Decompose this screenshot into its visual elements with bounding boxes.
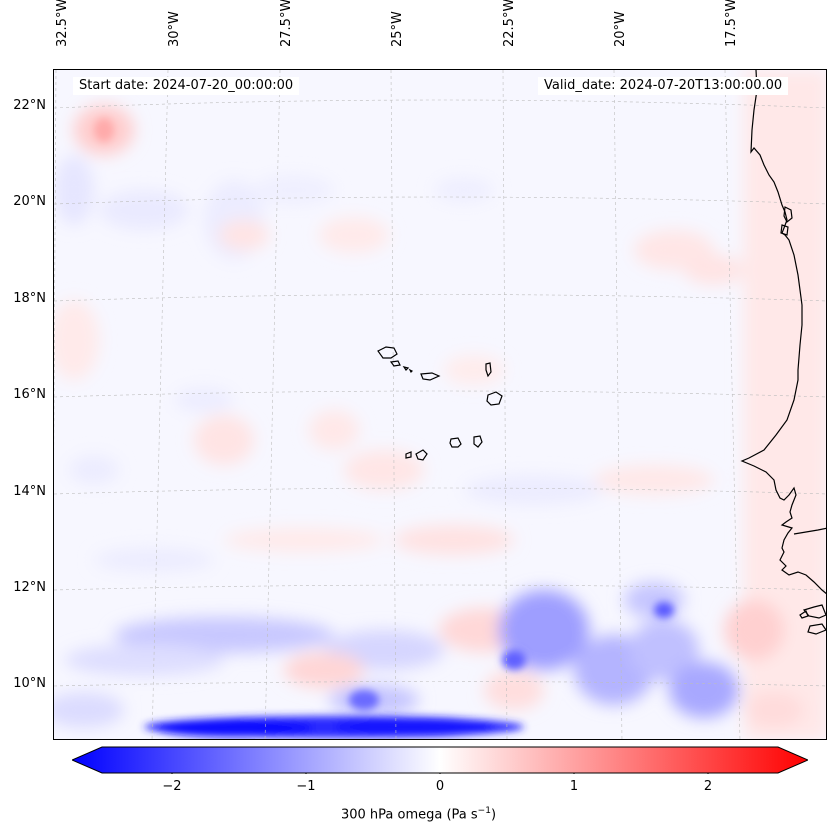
lon-tick-30w: 30°W: [167, 11, 182, 47]
valid-date-label: Valid_date: 2024-07-20T13:00:00.00: [538, 77, 789, 95]
lon-tick-32-5w: 32.5°W: [55, 0, 70, 47]
lon-tick-27-5w: 27.5°W: [279, 0, 294, 47]
colorbar-ticks: [171, 773, 709, 774]
lat-tick-22n: 22°N: [13, 98, 46, 113]
lat-tick-20n: 20°N: [13, 194, 46, 209]
lon-tick-22-5w: 22.5°W: [502, 0, 517, 47]
cape-verde-islands: [377, 346, 503, 461]
graticule: [54, 70, 826, 739]
omega-field-map: [54, 70, 826, 739]
lon-tick-25w: 25°W: [390, 11, 405, 47]
colorbar: [72, 746, 808, 774]
colorbar-gradient: [72, 746, 808, 774]
colorbar-tick-neg1: −1: [296, 779, 316, 794]
colorbar-tick-2: 2: [703, 779, 713, 794]
colorbar-tick-neg2: −2: [162, 779, 182, 794]
lat-tick-12n: 12°N: [13, 580, 46, 595]
lon-tick-17-5w: 17.5°W: [724, 0, 739, 47]
lat-tick-18n: 18°N: [13, 291, 46, 306]
lat-tick-16n: 16°N: [13, 387, 46, 402]
lon-tick-20w: 20°W: [613, 11, 628, 47]
african-coastline: [740, 70, 826, 635]
lat-tick-10n: 10°N: [13, 676, 46, 691]
map-panel: [53, 69, 827, 740]
start-date-label: Start date: 2024-07-20_00:00:00: [73, 77, 300, 95]
colorbar-tick-0: 0: [435, 779, 445, 794]
lat-tick-14n: 14°N: [13, 484, 46, 499]
colorbar-tick-1: 1: [569, 779, 579, 794]
strong-ascent-band: [94, 118, 674, 738]
omega-field-patches: [54, 70, 826, 739]
colorbar-label: 300 hPa omega (Pa s−1): [340, 806, 497, 823]
